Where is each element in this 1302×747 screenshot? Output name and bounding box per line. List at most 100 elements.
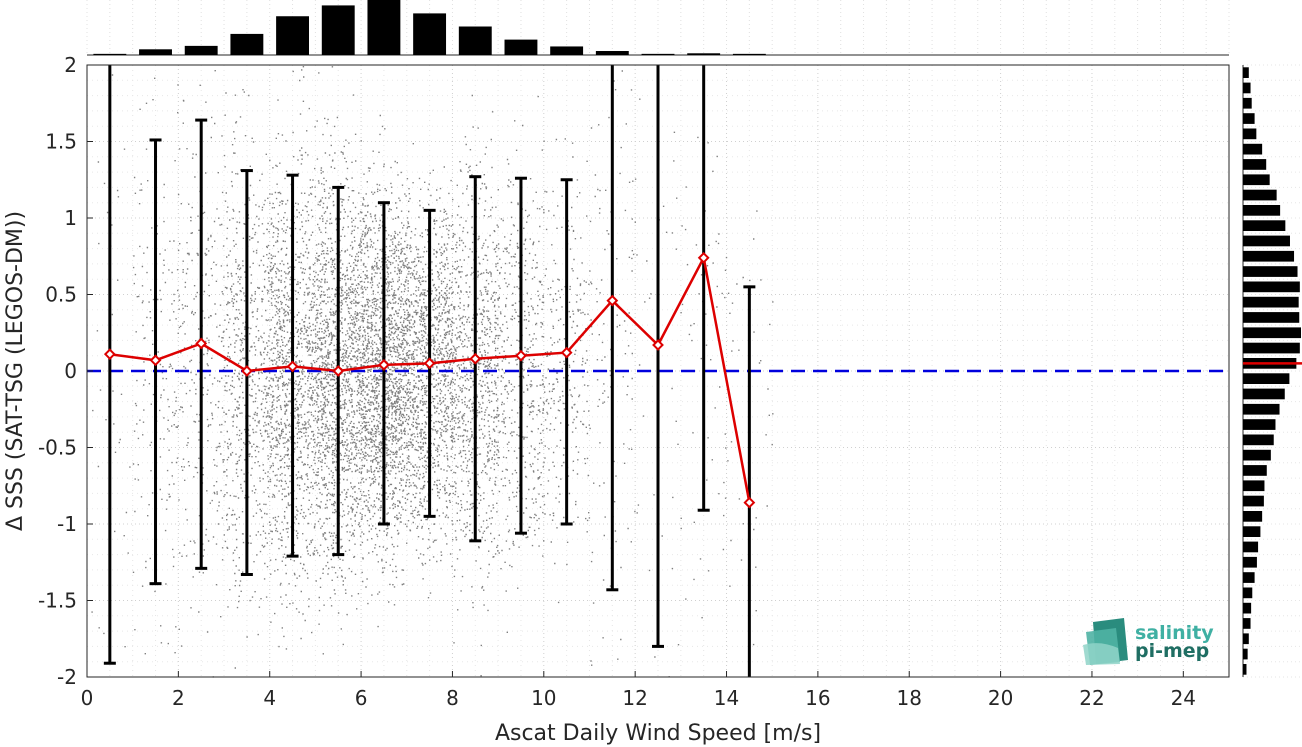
- right-hist-bar: [1243, 67, 1249, 79]
- x-axis-ticks: 0 2 4 6 8 10 12 14 16 18 20 22 24: [81, 671, 1196, 710]
- x-tick-label: 24: [1171, 686, 1196, 710]
- y-tick-label: -0.5: [38, 436, 77, 460]
- right-hist-bar: [1243, 633, 1249, 645]
- top-hist-bar: [93, 53, 127, 55]
- top-hist-bar: [732, 53, 766, 55]
- mean-marker: [697, 251, 710, 264]
- y-tick-label: 1: [64, 206, 77, 230]
- y-tick-label: 1.5: [45, 130, 77, 154]
- mean-marker: [332, 365, 345, 377]
- right-hist-bar: [1243, 312, 1300, 323]
- right-hist-bar: [1243, 572, 1255, 583]
- right-histogram: [1242, 64, 1302, 678]
- mean-marker: [515, 349, 527, 362]
- right-hist-bar: [1243, 526, 1261, 538]
- mean-marker: [103, 348, 116, 361]
- y-tick-label: 2: [64, 53, 77, 77]
- right-hist-bar: [1243, 342, 1300, 354]
- x-tick-label: 16: [805, 686, 830, 710]
- top-histogram: [86, 0, 1230, 56]
- right-hist-bar: [1243, 663, 1247, 675]
- right-hist-bar: [1243, 250, 1295, 262]
- right-hist-bar: [1243, 648, 1248, 660]
- right-hist-bar: [1243, 434, 1274, 446]
- main-plot-area: [86, 64, 1230, 678]
- right-hist-bar: [1243, 174, 1270, 186]
- right-hist-bar: [1243, 541, 1259, 553]
- right-hist-bar: [1243, 220, 1286, 232]
- mean-marker: [149, 354, 162, 367]
- y-axis-ticks: 2 1.5 1 0.5 0 -0.5 -1 -1.5 -2: [38, 53, 93, 689]
- y-tick-label: -1: [57, 512, 77, 536]
- y-tick-label: 0: [64, 359, 77, 383]
- x-tick-label: 8: [446, 686, 459, 710]
- top-hist-bar: [550, 46, 584, 55]
- right-hist-bar: [1243, 556, 1257, 568]
- mean-marker: [240, 365, 253, 377]
- top-hist-bar: [367, 0, 401, 55]
- right-hist-bar: [1243, 403, 1280, 415]
- right-hist-bar: [1243, 388, 1285, 400]
- mean-marker: [560, 346, 573, 359]
- right-hist-bar: [1243, 480, 1265, 492]
- right-hist-bar: [1243, 495, 1264, 507]
- mean-marker: [469, 352, 482, 365]
- mean-marker: [195, 337, 208, 350]
- top-hist-bar: [413, 13, 447, 56]
- top-hist-bar: [458, 26, 492, 55]
- top-hist-bar: [595, 51, 629, 55]
- top-hist-bar: [641, 53, 675, 55]
- right-hist-bar: [1243, 235, 1290, 247]
- right-hist-bar: [1243, 143, 1263, 155]
- x-tick-label: 0: [81, 686, 94, 710]
- mean-marker: [286, 360, 299, 373]
- y-tick-label: -1.5: [38, 589, 77, 613]
- right-hist-bar: [1243, 618, 1251, 629]
- right-hist-bar: [1243, 281, 1300, 293]
- top-hist-bar: [230, 33, 264, 55]
- top-hist-bar: [321, 5, 355, 55]
- x-tick-label: 22: [1079, 686, 1104, 710]
- right-hist-bar: [1243, 128, 1257, 140]
- y-tick-label: 0.5: [45, 283, 77, 307]
- logo-icon: [1083, 618, 1128, 665]
- x-axis-title: Ascat Daily Wind Speed [m/s]: [495, 721, 821, 746]
- x-tick-label: 20: [988, 686, 1013, 710]
- logo-line2: pi-mep: [1135, 640, 1209, 662]
- right-hist-bar: [1243, 204, 1281, 216]
- x-tick-label: 6: [355, 686, 368, 710]
- logo-line1: salinity: [1135, 622, 1214, 644]
- mean-marker: [743, 496, 756, 509]
- top-hist-bar: [139, 49, 172, 55]
- right-hist-bar: [1243, 449, 1271, 461]
- top-hist-bar: [504, 39, 538, 55]
- right-hist-bar: [1243, 602, 1252, 614]
- x-tick-label: 2: [172, 686, 185, 710]
- right-hist-bar: [1243, 465, 1267, 476]
- salinity-pi-mep-logo: salinity pi-mep: [1083, 618, 1214, 665]
- right-hist-bar: [1243, 373, 1290, 385]
- top-hist-bar: [184, 45, 218, 55]
- right-hist-bar: [1243, 189, 1277, 201]
- right-hist-bar: [1243, 266, 1298, 277]
- x-tick-label: 14: [714, 686, 739, 710]
- x-tick-label: 18: [897, 686, 922, 710]
- x-tick-label: 12: [622, 686, 647, 710]
- mean-marker: [378, 358, 390, 371]
- right-hist-bar: [1243, 510, 1263, 522]
- right-hist-bar: [1243, 159, 1267, 170]
- right-hist-bar: [1243, 327, 1301, 339]
- right-hist-bar: [1243, 587, 1253, 599]
- top-hist-bar: [687, 53, 721, 55]
- y-tick-label: -2: [57, 665, 77, 689]
- right-hist-bar: [1243, 296, 1299, 308]
- top-hist-bar: [276, 16, 310, 56]
- right-hist-bar: [1243, 113, 1255, 124]
- x-tick-label: 10: [531, 686, 556, 710]
- right-hist-bar: [1243, 82, 1251, 94]
- mean-marker: [606, 294, 619, 307]
- right-hist-bar: [1243, 419, 1276, 430]
- x-tick-label: 4: [263, 686, 276, 710]
- mean-marker: [652, 339, 664, 351]
